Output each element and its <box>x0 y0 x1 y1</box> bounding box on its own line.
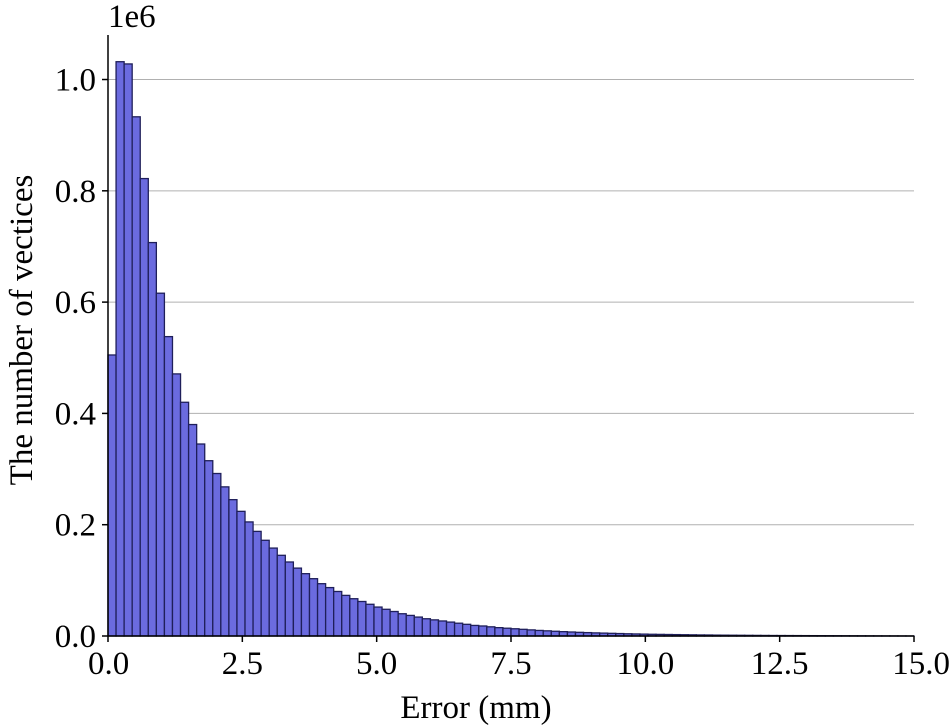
x-tick-label: 0.0 <box>88 646 129 682</box>
y-tick-label: 0.4 <box>55 396 96 432</box>
histogram-bar <box>453 622 464 637</box>
histogram-bar <box>542 630 552 637</box>
histogram-bar <box>123 63 133 637</box>
histogram-bar <box>502 627 512 637</box>
histogram-bar <box>187 423 198 637</box>
histogram-bar <box>228 499 238 637</box>
histogram-bar <box>284 561 295 637</box>
histogram-bar <box>341 594 351 637</box>
histogram-bar <box>204 460 214 637</box>
histogram-bar <box>478 625 488 637</box>
histogram-bar <box>115 61 125 637</box>
x-tick-label: 12.5 <box>751 646 809 682</box>
histogram-bar <box>171 373 182 637</box>
histogram-bar <box>139 177 149 637</box>
tick-labels: 0.0 2.5 5.0 7.5 10.0 12.5 15.0 0.0 0.2 0.4 0.6 0.8 1… <box>55 63 950 682</box>
histogram-bar <box>324 586 335 637</box>
histogram-bar <box>365 603 375 637</box>
x-axis-label: Error (mm) <box>400 690 551 725</box>
histogram-bar <box>445 621 456 637</box>
x-tick-label: 10.0 <box>616 646 674 682</box>
histogram-bar <box>333 590 343 637</box>
histogram-bar <box>147 241 158 637</box>
histogram-bar <box>357 600 367 637</box>
histogram-bar <box>486 626 496 637</box>
x-tick-label: 7.5 <box>490 646 531 682</box>
histogram-bar <box>349 598 359 637</box>
histogram-bar <box>470 624 480 637</box>
y-tick-label: 1.0 <box>55 63 96 99</box>
x-tick-label: 15.0 <box>892 646 950 682</box>
histogram-bar <box>268 547 278 637</box>
histogram-bar <box>437 620 448 637</box>
histogram-bar <box>220 486 230 637</box>
histogram-bar <box>534 629 544 637</box>
histogram-bar <box>308 578 319 637</box>
histogram-bar <box>461 623 472 637</box>
y-tick-label: 0.2 <box>55 508 96 544</box>
histogram-bar <box>421 618 432 637</box>
histogram-bar <box>131 116 141 637</box>
histogram-bar <box>389 610 399 637</box>
histogram-bar <box>526 629 536 637</box>
x-tick-label: 5.0 <box>356 646 397 682</box>
y-axis-multiplier: 1e6 <box>108 0 156 35</box>
axes <box>102 35 915 642</box>
histogram-bar <box>212 472 222 637</box>
histogram-bar <box>252 530 262 637</box>
histogram-bar <box>179 401 190 637</box>
histogram-bar <box>196 443 206 637</box>
x-tick-label: 2.5 <box>222 646 263 682</box>
histogram-bar <box>316 583 327 637</box>
y-tick-label: 0.8 <box>55 174 96 210</box>
histogram-bar <box>300 573 311 637</box>
histogram-bar <box>163 335 174 637</box>
histogram-bar <box>518 628 528 637</box>
histogram-bar <box>510 628 520 637</box>
histogram-bar <box>494 627 504 637</box>
grid-lines <box>108 79 914 526</box>
y-axis-label: The number of vectices <box>4 175 40 486</box>
histogram-bars <box>107 61 915 637</box>
y-tick-label: 0.0 <box>55 619 96 655</box>
histogram-bar <box>155 292 166 637</box>
histogram-bar <box>429 619 440 637</box>
histogram-bar <box>107 354 117 637</box>
histogram-bar <box>292 567 303 637</box>
histogram-bar <box>381 608 391 637</box>
histogram-bar <box>405 614 415 637</box>
histogram-bar <box>373 606 383 637</box>
histogram-bar <box>276 554 286 637</box>
histogram-bar <box>260 539 270 637</box>
y-tick-label: 0.6 <box>55 285 96 321</box>
histogram-bar <box>244 521 254 637</box>
histogram-bar <box>413 616 423 637</box>
histogram-bar <box>397 613 407 637</box>
histogram-bar <box>236 510 246 637</box>
